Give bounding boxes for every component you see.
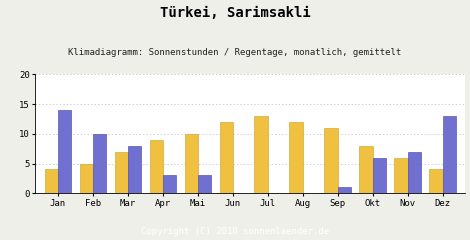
Bar [324, 128, 337, 193]
Bar [93, 134, 106, 193]
Bar [337, 187, 351, 193]
Bar [407, 152, 421, 193]
Bar [219, 122, 233, 193]
Bar [58, 110, 71, 193]
Bar [429, 169, 443, 193]
Bar [149, 140, 163, 193]
Bar [443, 116, 456, 193]
Bar [373, 158, 386, 193]
Bar [360, 146, 373, 193]
Bar [198, 175, 211, 193]
Bar [128, 146, 141, 193]
Bar [163, 175, 176, 193]
Bar [394, 158, 407, 193]
Bar [45, 169, 58, 193]
Text: Türkei, Sarimsakli: Türkei, Sarimsakli [160, 6, 310, 20]
Bar [79, 163, 93, 193]
Bar [254, 116, 268, 193]
Bar [290, 122, 303, 193]
Text: Copyright (C) 2010 sonnenlaender.de: Copyright (C) 2010 sonnenlaender.de [141, 227, 329, 236]
Text: Klimadiagramm: Sonnenstunden / Regentage, monatlich, gemittelt: Klimadiagramm: Sonnenstunden / Regentage… [68, 48, 402, 57]
Bar [115, 152, 128, 193]
Bar [185, 134, 198, 193]
